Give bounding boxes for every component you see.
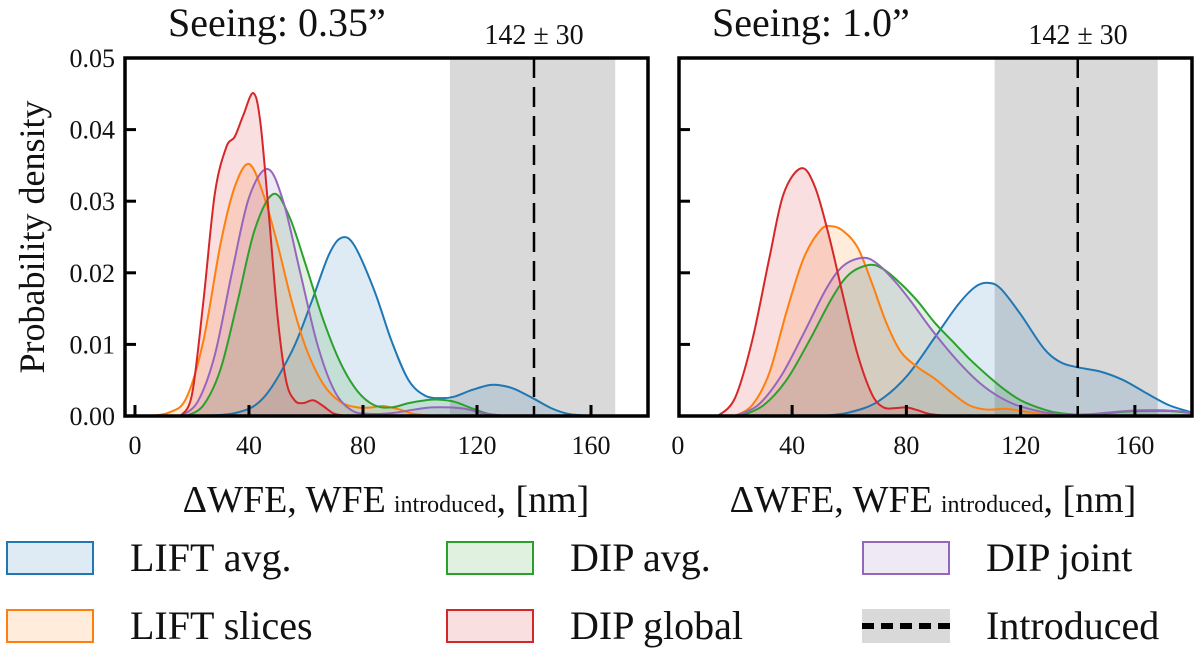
series-fill-lift-slices	[149, 163, 435, 416]
introduced-band	[994, 58, 1158, 416]
y-tick-label: 0.03	[70, 187, 116, 216]
series-fill-dip-avg	[740, 264, 1192, 416]
series-line-dip-avg	[185, 192, 506, 416]
legend-swatch-introduced	[862, 609, 950, 643]
legend-label: Introduced	[986, 603, 1160, 648]
series-fill-lift-avg	[191, 237, 592, 416]
series-fill-dip-global	[180, 93, 349, 416]
legend-item-dip-avg: DIP avg.	[446, 536, 711, 580]
y-tick-label: 0.04	[70, 116, 116, 145]
legend-label: DIP joint	[986, 535, 1133, 580]
x-tick-label: 80	[893, 431, 919, 460]
x-axis-label: ΔWFE, WFE introduced, [nm]	[730, 479, 1137, 521]
plot-area: 0 40 80 120 160	[671, 56, 1194, 460]
legend-item-dip-joint: DIP joint	[862, 536, 1132, 580]
series-fill-dip-joint	[734, 257, 1192, 416]
series-line-dip-joint	[179, 167, 506, 416]
series-fill-lift-avg	[820, 282, 1192, 416]
x-tick-label: 0	[671, 431, 684, 460]
introduced-band	[449, 58, 616, 416]
series-line-lift-slices	[734, 224, 1078, 416]
series-line-dip-joint	[734, 256, 1192, 416]
x-tick-label: 80	[350, 431, 376, 460]
panel-title: Seeing: 0.35”	[168, 0, 386, 45]
legend-label: LIFT slices	[130, 603, 313, 648]
x-tick-label: 160	[571, 431, 610, 460]
series-line-lift-avg	[191, 236, 592, 416]
legend-label: DIP avg.	[570, 535, 711, 580]
legend-label: LIFT avg.	[130, 535, 292, 580]
series-fill-dip-joint	[180, 168, 506, 416]
legend: LIFT avg. DIP avg. DIP joint LIFT slices…	[0, 536, 1200, 664]
legend-item-dip-global: DIP global	[446, 604, 743, 648]
x-axis-label: ΔWFE, WFE introduced, [nm]	[183, 479, 590, 521]
legend-item-lift-avg: LIFT avg.	[6, 536, 291, 580]
series-fill-dip-avg	[186, 193, 506, 416]
y-tick-label: 0.00	[70, 402, 116, 431]
x-tick-label: 40	[236, 431, 262, 460]
legend-swatch-dip-avg	[446, 541, 534, 575]
plot-frame	[123, 56, 650, 418]
panel-seeing-035: Seeing: 0.35” 142 ± 30 Probability densi…	[12, 0, 650, 521]
x-tick-label: 40	[779, 431, 805, 460]
y-tick-label: 0.02	[70, 259, 116, 288]
introduced-annotation: 142 ± 30	[484, 20, 583, 51]
x-tick-label: 160	[1115, 431, 1154, 460]
series-line-dip-global	[179, 92, 349, 416]
y-axis-label: Probability density	[12, 101, 52, 374]
figure: Seeing: 0.35” 142 ± 30 Probability densi…	[12, 0, 1194, 521]
series-line-dip-global	[717, 167, 947, 416]
series-line-lift-avg	[820, 281, 1192, 416]
plot-inner	[149, 58, 616, 416]
legend-swatch-dip-global	[446, 609, 534, 643]
legend-item-lift-slices: LIFT slices	[6, 604, 313, 648]
legend-item-introduced: Introduced	[862, 604, 1159, 648]
plot-area: 0 40 80 120 160 0.00 0.01 0.02 0.03 0.04 0.05	[70, 44, 650, 460]
series-line-lift-slices	[149, 162, 435, 416]
x-tick-label: 120	[457, 431, 496, 460]
dashed-line-icon	[862, 623, 950, 629]
legend-swatch-lift-slices	[6, 609, 94, 643]
legend-label: DIP global	[570, 603, 743, 648]
plot-frame	[677, 56, 1194, 418]
legend-swatch-dip-joint	[862, 541, 950, 575]
introduced-annotation: 142 ± 30	[1028, 20, 1127, 51]
y-tick-label: 0.01	[70, 330, 116, 359]
x-tick-label: 0	[128, 431, 141, 460]
plot-inner	[717, 58, 1192, 416]
y-tick-label: 0.05	[70, 44, 116, 73]
legend-swatch-lift-avg	[6, 541, 94, 575]
x-tick-label: 120	[1001, 431, 1040, 460]
panel-title: Seeing: 1.0”	[712, 0, 910, 45]
panel-seeing-10: Seeing: 1.0” 142 ± 30 0 40 80 120 160 ΔWFE, …	[671, 0, 1194, 521]
series-fill-lift-slices	[734, 225, 1078, 416]
